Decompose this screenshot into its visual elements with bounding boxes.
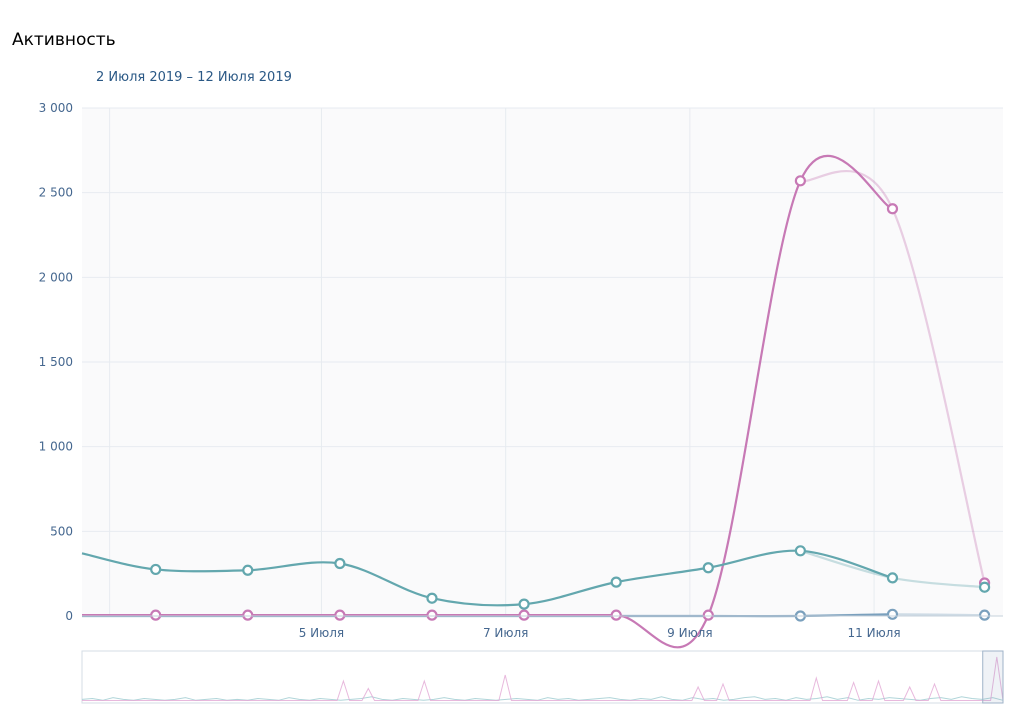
date-range[interactable]: 2 Июля 2019 – 12 Июля 2019 — [96, 70, 292, 85]
y-tick-label: 1 500 — [39, 355, 73, 369]
y-tick-label: 2 000 — [39, 270, 73, 284]
data-point — [978, 581, 991, 593]
data-point — [426, 609, 438, 621]
y-tick-label: 2 500 — [39, 186, 73, 200]
data-point — [702, 562, 714, 574]
data-point — [518, 609, 530, 621]
data-point — [886, 572, 899, 584]
x-tick-label: 11 Июля — [848, 626, 901, 640]
data-point — [518, 598, 530, 610]
chart-grid — [82, 107, 1003, 617]
x-tick-label: 7 Июля — [483, 626, 528, 640]
x-tick-label: 9 Июля — [667, 626, 712, 640]
y-tick-label: 0 — [65, 609, 73, 623]
chart-series — [81, 154, 991, 649]
data-point — [334, 609, 346, 621]
navigator-frame — [81, 650, 1004, 704]
data-point — [702, 609, 714, 621]
data-point — [242, 564, 254, 576]
data-point — [334, 557, 346, 570]
chart-axes: 0 500 1 000 1 500 2 000 2 500 3 000 5 Июля 7 Июл… — [39, 101, 1003, 640]
y-tick-label: 500 — [50, 524, 73, 538]
navigator-series-b — [82, 656, 1004, 701]
data-point — [150, 563, 162, 576]
data-point — [610, 609, 622, 621]
data-point — [794, 545, 806, 557]
data-point — [242, 609, 254, 621]
data-point — [978, 609, 991, 621]
data-point — [150, 609, 162, 621]
data-point — [794, 175, 806, 187]
page-title: Активность — [12, 30, 116, 50]
data-point — [886, 203, 899, 215]
y-tick-label: 3 000 — [39, 101, 73, 115]
navigator-window — [982, 650, 1004, 704]
data-point — [426, 592, 438, 604]
navigator-series-a — [81, 696, 1004, 701]
data-point — [610, 576, 622, 588]
series-line-partial — [800, 169, 986, 584]
y-tick-label: 1 000 — [39, 440, 73, 454]
series-line — [81, 154, 893, 649]
navigator — [81, 650, 1004, 704]
x-tick-label: 5 Июля — [299, 626, 344, 640]
series-line — [81, 549, 893, 607]
data-point — [886, 608, 899, 620]
